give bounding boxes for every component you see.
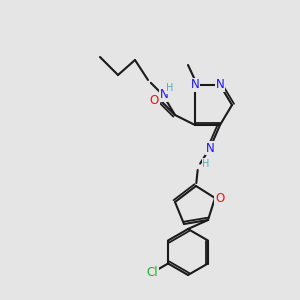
Text: N: N — [206, 142, 214, 154]
Text: O: O — [215, 191, 225, 205]
Text: N: N — [160, 88, 168, 101]
Text: H: H — [202, 159, 210, 169]
Text: N: N — [190, 79, 200, 92]
Text: O: O — [149, 94, 159, 106]
Text: N: N — [216, 79, 224, 92]
Text: H: H — [166, 83, 174, 93]
Text: Cl: Cl — [147, 266, 158, 279]
